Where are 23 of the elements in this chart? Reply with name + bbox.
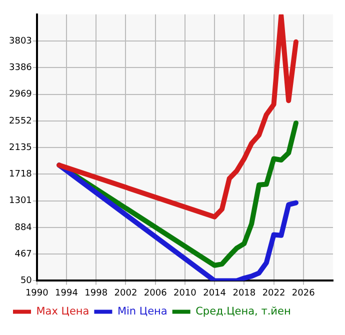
- y-tick-label: 50: [20, 276, 32, 286]
- y-tick-label: 3803: [9, 36, 32, 46]
- legend-label: Сред.Цена, т.йен: [196, 305, 291, 318]
- y-tick-label: 3386: [9, 63, 32, 74]
- y-tick-label: 2969: [9, 90, 32, 100]
- x-tick-label: 2006: [144, 288, 168, 298]
- y-tick-label: 2552: [9, 116, 32, 126]
- x-tick-label: 1994: [55, 288, 78, 298]
- x-tick-label: 2002: [114, 288, 138, 298]
- y-tick-label: 2135: [9, 142, 32, 153]
- y-tick-label: 884: [14, 222, 32, 233]
- x-tick-label: 2018: [232, 288, 256, 298]
- x-tick-label: 1990: [25, 288, 49, 298]
- legend-label: Max Цена: [36, 305, 90, 318]
- y-tick-label: 1718: [9, 170, 32, 180]
- y-tick-label: 1301: [9, 196, 32, 206]
- y-tick-label: 467: [14, 249, 32, 260]
- x-tick-label: 1998: [84, 288, 108, 298]
- x-tick-label: 2022: [262, 288, 286, 298]
- legend-label: Min Цена: [117, 305, 168, 318]
- x-tick-label: 2014: [203, 288, 226, 298]
- x-tick-label: 2010: [174, 288, 197, 298]
- x-tick-label: 2026: [292, 288, 316, 298]
